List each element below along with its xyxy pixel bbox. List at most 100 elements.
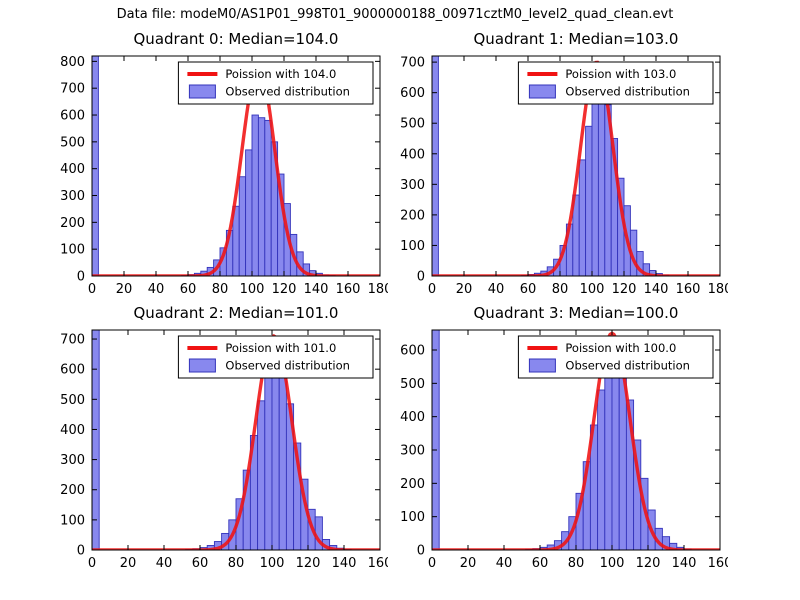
x-tick-label: 0 [428, 282, 436, 297]
y-tick-label: 700 [60, 333, 85, 348]
y-tick-label: 600 [400, 86, 425, 101]
x-tick-label: 160 [368, 556, 388, 571]
subplot-title: Quadrant 2: Median=101.0 [134, 304, 339, 322]
x-tick-label: 120 [296, 556, 321, 571]
y-tick-label: 300 [60, 453, 85, 468]
subplot-quadrant-1: 0 20 40 60 80 100 120 140 160 180 0 100 200 300 400 500… [376, 26, 732, 306]
x-tick-label: 20 [456, 282, 473, 297]
y-tick-label: 200 [60, 483, 85, 498]
legend-label-observed: Observed distribution [225, 359, 350, 373]
y-tick-label: 500 [60, 135, 85, 150]
x-tick-label: 40 [148, 282, 165, 297]
x-tick-label: 180 [708, 282, 728, 297]
histogram-bar [238, 176, 247, 276]
y-tick-label: 100 [400, 239, 425, 254]
histogram-bar [432, 330, 440, 550]
y-tick-label: 0 [77, 270, 85, 285]
y-tick-label: 400 [60, 423, 85, 438]
y-tick-label: 700 [60, 82, 85, 97]
legend-patch-sample [528, 84, 556, 99]
histogram-bar [264, 119, 272, 276]
x-tick-label: 120 [612, 282, 637, 297]
histogram-bar [278, 373, 287, 550]
histogram-bar [611, 356, 620, 550]
axes-frame [431, 55, 721, 277]
y-tick-label: 500 [400, 377, 425, 392]
y-tick-label: 700 [400, 56, 425, 71]
histogram-bar [597, 86, 606, 276]
x-tick-label: 20 [116, 282, 133, 297]
x-tick-label: 80 [228, 556, 245, 571]
legend-label-poisson: Poission with 100.0 [565, 341, 676, 355]
histogram-bar [578, 159, 587, 276]
histogram-bar [257, 400, 266, 550]
subplot-quadrant-0: 0 20 40 60 80 100 120 140 160 180 0 100 200 300 400 500… [36, 26, 392, 306]
y-tick-label: 200 [400, 477, 425, 492]
x-tick-label: 80 [212, 282, 229, 297]
x-tick-label: 140 [332, 556, 357, 571]
histogram-bar [251, 114, 259, 276]
y-tick-label: 200 [400, 208, 425, 223]
y-tick-label: 0 [417, 544, 425, 559]
subplot-quadrant-2: 0 20 40 60 80 100 120 140 160 0 100 200 300 400 500 600… [36, 300, 392, 580]
subplot-quadrant-3: 0 20 40 60 80 100 120 140 160 0 100 200 300 400 500 600… [376, 300, 732, 580]
histogram-bar [604, 362, 613, 550]
x-tick-label: 100 [240, 282, 265, 297]
legend-label-observed: Observed distribution [225, 85, 350, 99]
y-tick-label: 300 [60, 189, 85, 204]
y-tick-label: 800 [60, 55, 85, 70]
x-tick-label: 140 [644, 282, 669, 297]
x-tick-label: 100 [580, 282, 605, 297]
x-tick-label: 60 [520, 282, 537, 297]
legend-label-poisson: Poission with 103.0 [565, 67, 676, 81]
x-tick-label: 160 [336, 282, 361, 297]
y-tick-label: 400 [60, 162, 85, 177]
quadrant-0-plot: 0 20 40 60 80 100 120 140 160 180 0 100 200 300 400 500… [60, 30, 392, 297]
x-tick-label: 60 [192, 556, 209, 571]
quadrant-3-plot: 0 20 40 60 80 100 120 140 160 0 100 200 300 400 500 600… [400, 304, 732, 571]
x-tick-label: 0 [428, 556, 436, 571]
y-tick-label: 600 [400, 344, 425, 359]
axes-frame [91, 55, 381, 277]
histogram-bar [271, 361, 280, 550]
y-tick-label: 300 [400, 178, 425, 193]
subplot-title: Quadrant 0: Median=104.0 [134, 30, 339, 48]
x-tick-label: 120 [636, 556, 661, 571]
x-tick-label: 40 [156, 556, 173, 571]
x-tick-label: 100 [260, 556, 285, 571]
y-tick-label: 600 [60, 363, 85, 378]
y-tick-label: 100 [60, 513, 85, 528]
histogram-bar [264, 374, 273, 550]
legend-patch-sample [188, 84, 216, 99]
y-tick-label: 400 [400, 147, 425, 162]
histogram-bar [245, 149, 253, 276]
subplot-title: Quadrant 3: Median=100.0 [474, 304, 679, 322]
y-tick-label: 300 [400, 444, 425, 459]
x-tick-label: 20 [460, 556, 477, 571]
x-tick-label: 0 [88, 282, 96, 297]
poisson-fit-curve [432, 331, 720, 550]
x-tick-label: 140 [304, 282, 329, 297]
histogram-bar [92, 330, 100, 550]
x-tick-label: 20 [120, 556, 137, 571]
poisson-fit-curve [92, 334, 380, 550]
y-tick-label: 100 [60, 243, 85, 258]
legend-patch-sample [528, 358, 556, 373]
figure-title: Data file: modeM0/AS1P01_998T01_90000001… [116, 7, 674, 22]
subplot-title: Quadrant 1: Median=103.0 [474, 30, 679, 48]
y-tick-label: 600 [60, 109, 85, 124]
legend-box [177, 61, 374, 105]
y-tick-label: 100 [400, 510, 425, 525]
legend-label-poisson: Poission with 104.0 [225, 67, 336, 81]
y-tick-label: 0 [77, 544, 85, 559]
x-tick-label: 100 [600, 556, 625, 571]
y-tick-label: 0 [417, 270, 425, 285]
legend-label-observed: Observed distribution [565, 359, 690, 373]
histogram-bar [92, 56, 99, 276]
quadrant-1-plot: 0 20 40 60 80 100 120 140 160 180 0 100 200 300 400 500… [400, 30, 732, 297]
legend-label-observed: Observed distribution [565, 85, 690, 99]
y-tick-label: 500 [400, 117, 425, 132]
x-tick-label: 60 [532, 556, 549, 571]
x-tick-label: 40 [488, 282, 505, 297]
